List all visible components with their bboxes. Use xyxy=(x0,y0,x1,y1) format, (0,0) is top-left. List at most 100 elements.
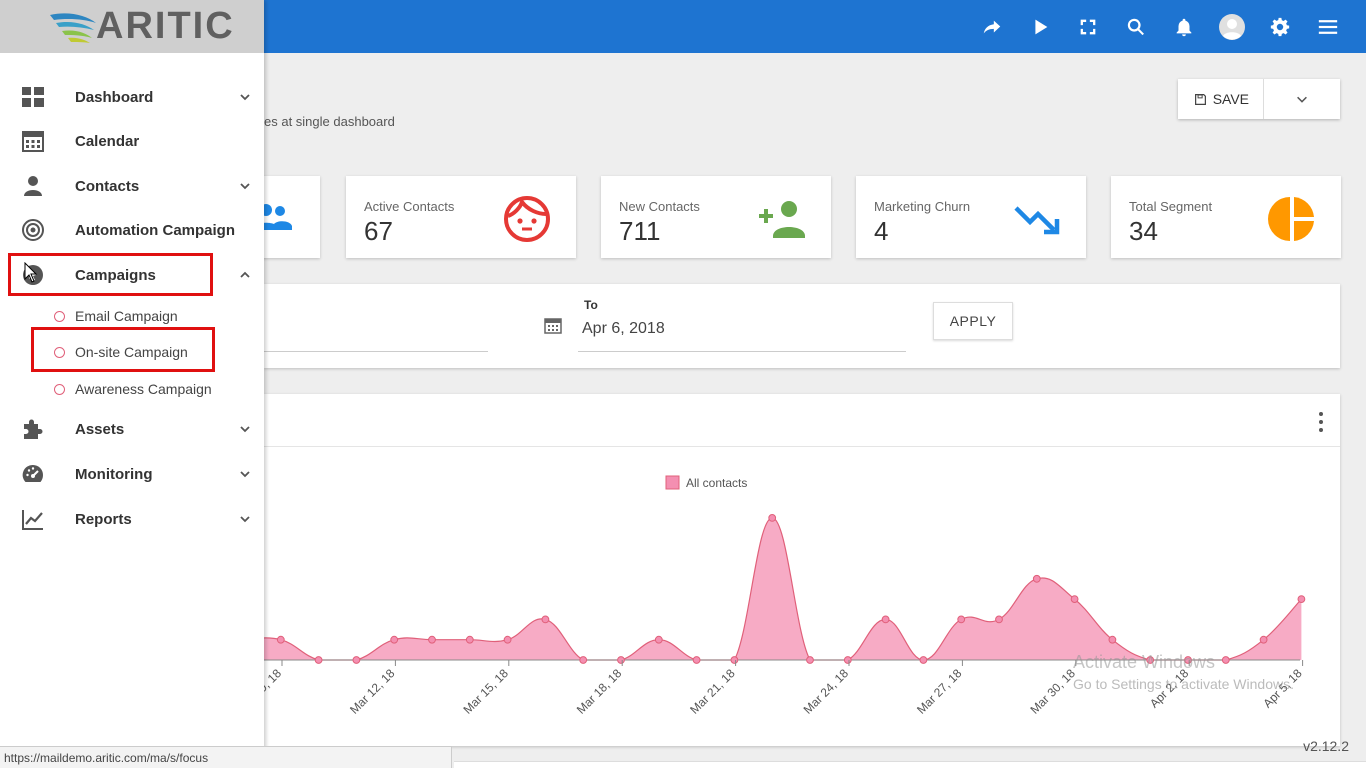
stat-value: 4 xyxy=(874,216,889,246)
data-point[interactable] xyxy=(1032,574,1041,583)
bottom-panel-edge xyxy=(454,761,1366,768)
contacts-chart-panel: Mar 9, 18 Mar 12, 18 Mar 15, 18 Mar 18, 18 M… xyxy=(264,394,1340,746)
bullet-circle-icon xyxy=(54,310,65,322)
sidebar-subitem-onsite-campaign[interactable]: On-site Campaign xyxy=(0,337,264,367)
chevron-down-icon xyxy=(240,426,250,433)
share-icon[interactable] xyxy=(968,0,1016,53)
data-point[interactable] xyxy=(503,635,512,644)
sidebar-subitem-label: On-site Campaign xyxy=(75,344,188,360)
sidebar-item-contacts[interactable]: Contacts xyxy=(0,164,264,208)
sidebar-item-reports[interactable]: Reports xyxy=(0,497,264,541)
contacts-area-chart: Mar 9, 18 Mar 12, 18 Mar 15, 18 Mar 18, 18 M… xyxy=(264,475,1306,717)
chevron-down-icon xyxy=(1297,96,1307,103)
data-point[interactable] xyxy=(428,635,436,644)
save-button[interactable]: SAVE xyxy=(1178,79,1264,119)
data-point[interactable] xyxy=(957,615,966,624)
sidebar-item-monitoring[interactable]: Monitoring xyxy=(0,452,264,496)
sidebar-item-automation-campaign[interactable]: Automation Campaign xyxy=(0,208,264,252)
x-tick-label: Mar 24, 18 xyxy=(801,666,852,717)
x-tick-label: Mar 18, 18 xyxy=(574,666,625,717)
data-point[interactable] xyxy=(617,656,625,664)
highlight-box-onsite-campaign xyxy=(31,327,215,372)
aritic-logo-swoosh-icon xyxy=(50,12,96,43)
data-point[interactable] xyxy=(390,635,399,644)
save-button-group: SAVE xyxy=(1177,79,1340,119)
data-point[interactable] xyxy=(276,635,285,644)
mouse-cursor-icon xyxy=(24,262,38,283)
sidebar-item-calendar[interactable]: Calendar xyxy=(0,119,264,163)
sidebar-item-dashboard[interactable]: Dashboard xyxy=(0,75,264,119)
data-point[interactable] xyxy=(541,615,550,624)
dashboard-grid-icon xyxy=(20,84,46,110)
highlight-box-campaigns xyxy=(8,253,213,296)
legend-label[interactable]: All contacts xyxy=(686,476,747,490)
gear-icon[interactable] xyxy=(1256,0,1304,53)
sidebar-item-assets[interactable]: Assets xyxy=(0,407,264,451)
x-tick-label: Mar 15, 18 xyxy=(460,666,511,717)
data-point[interactable] xyxy=(314,656,323,664)
data-point[interactable] xyxy=(1221,656,1230,664)
data-point[interactable] xyxy=(692,656,701,664)
to-date-field[interactable]: Apr 6, 2018 xyxy=(582,320,665,337)
logo[interactable]: ARITIC xyxy=(0,0,264,53)
sidebar-item-label: Reports xyxy=(75,510,132,528)
top-icons xyxy=(968,0,1352,53)
sidebar-subitem-awareness-campaign[interactable]: Awareness Campaign xyxy=(0,374,264,404)
trend-chart-icon xyxy=(20,506,46,532)
chevron-down-icon xyxy=(240,183,250,190)
data-point[interactable] xyxy=(1108,635,1117,644)
x-tick-label: Mar 12, 18 xyxy=(347,666,398,717)
data-point[interactable] xyxy=(843,656,852,664)
pie-icon xyxy=(1268,197,1314,241)
stat-card-total-segment: Total Segment 34 xyxy=(1111,176,1341,258)
bullet-circle-icon xyxy=(54,346,65,358)
data-point[interactable] xyxy=(919,656,928,664)
data-point[interactable] xyxy=(995,615,1003,624)
sidebar-item-label: Monitoring xyxy=(75,465,153,483)
data-point[interactable] xyxy=(1146,656,1155,664)
avatar[interactable] xyxy=(1208,0,1256,53)
page-subtitle: es at single dashboard xyxy=(264,114,395,129)
gauge-icon xyxy=(20,461,46,487)
activate-windows-title: Activate Windows xyxy=(1073,652,1216,672)
sidebar-item-label: Automation Campaign xyxy=(75,221,235,239)
bell-icon[interactable] xyxy=(1160,0,1208,53)
sidebar-subitem-email-campaign[interactable]: Email Campaign xyxy=(0,301,264,331)
data-point[interactable] xyxy=(1259,635,1268,644)
data-point[interactable] xyxy=(806,656,814,664)
sidebar-subitem-label: Email Campaign xyxy=(75,308,178,324)
play-icon[interactable] xyxy=(1016,0,1064,53)
data-point[interactable] xyxy=(881,615,890,624)
fullscreen-icon[interactable] xyxy=(1064,0,1112,53)
data-point[interactable] xyxy=(465,635,474,644)
sidebar-subitem-label: Awareness Campaign xyxy=(75,381,212,397)
apply-button[interactable]: APPLY xyxy=(933,302,1013,340)
data-point[interactable] xyxy=(1297,595,1306,604)
main-content: es at single dashboard SAVE Active Conta… xyxy=(90,53,1366,768)
stat-card-new-contacts: New Contacts 711 xyxy=(601,176,831,258)
from-date-field[interactable] xyxy=(264,351,488,352)
chevron-down-icon xyxy=(240,471,250,478)
calendar-icon xyxy=(544,318,562,334)
data-point[interactable] xyxy=(579,656,588,664)
data-point[interactable] xyxy=(730,656,739,664)
more-options-icon[interactable] xyxy=(1312,412,1330,432)
sidebar-item-label: Contacts xyxy=(75,177,140,195)
x-tick-label: Mar 21, 18 xyxy=(687,666,738,717)
chart-header xyxy=(264,394,1340,447)
data-point[interactable] xyxy=(654,635,663,644)
chevron-down-icon xyxy=(240,94,250,101)
legend-swatch[interactable] xyxy=(665,475,680,490)
chevron-down-icon xyxy=(240,516,250,523)
browser-status-url: https://maildemo.aritic.com/ma/s/focus xyxy=(0,746,452,768)
hamburger-menu-icon[interactable] xyxy=(1304,0,1352,53)
chevron-up-icon xyxy=(240,271,250,278)
data-point[interactable] xyxy=(1070,595,1079,604)
x-tick-label: Mar 9, 18 xyxy=(264,666,284,712)
search-icon[interactable] xyxy=(1112,0,1160,53)
save-dropdown-toggle[interactable] xyxy=(1264,79,1340,119)
to-date-label: To xyxy=(584,298,598,312)
data-point[interactable] xyxy=(352,656,361,664)
face-icon xyxy=(504,196,550,242)
data-point[interactable] xyxy=(768,514,777,522)
